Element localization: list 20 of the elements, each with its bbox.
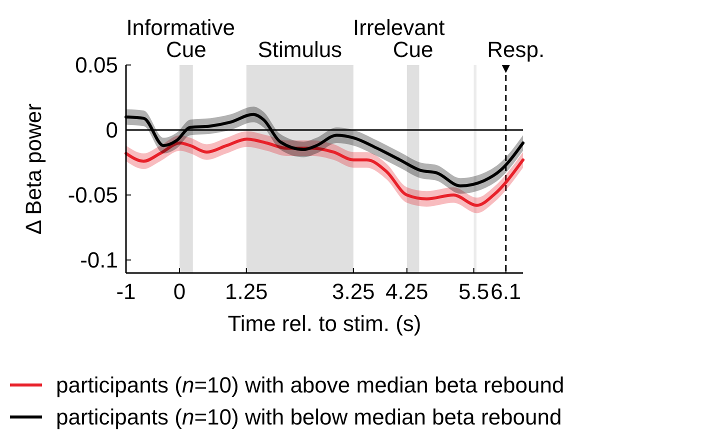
ref-line-label: Resp. bbox=[487, 37, 545, 62]
y-tick-label: 0 bbox=[106, 118, 118, 143]
x-tick-label: -1 bbox=[116, 279, 136, 304]
x-axis-title: Time rel. to stim. (s) bbox=[228, 311, 422, 336]
band-label: Stimulus bbox=[258, 37, 342, 62]
x-tick-label: 3.25 bbox=[332, 279, 375, 304]
x-tick-label: 0 bbox=[173, 279, 186, 304]
x-tick-label: 6.1 bbox=[490, 279, 522, 304]
band-label: Informative Cue bbox=[126, 15, 236, 62]
x-tick-label: 4.25 bbox=[385, 279, 428, 304]
x-tick-label: 1.25 bbox=[224, 279, 268, 304]
legend-label: participants (n=10) with below median beta rebound bbox=[56, 404, 562, 430]
y-tick-label: -0.1 bbox=[80, 248, 118, 273]
band-label: Irrelevant Cue bbox=[353, 15, 445, 62]
y-tick-label: -0.05 bbox=[68, 182, 118, 208]
legend-label: participants (n=10) with above median beta rebound bbox=[56, 372, 564, 398]
x-tick-label: 5.5 bbox=[458, 279, 490, 304]
y-tick-label: 0.05 bbox=[75, 52, 118, 78]
line-series bbox=[124, 138, 524, 207]
y-axis-title: Δ Beta power bbox=[21, 104, 46, 234]
